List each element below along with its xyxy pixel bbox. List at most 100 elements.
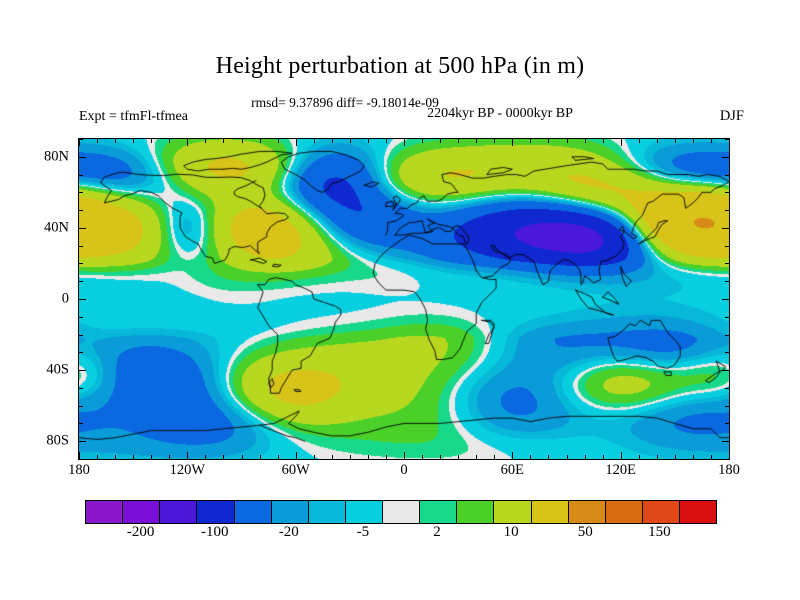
x-tick xyxy=(675,139,676,143)
y-tick xyxy=(79,441,86,442)
map-plot-area xyxy=(78,138,730,460)
x-tick xyxy=(422,455,423,459)
colorbar-tick-label: -5 xyxy=(356,524,370,540)
y-axis-tick-label: 80S xyxy=(46,432,69,449)
colorbar-tick-label: 150 xyxy=(648,524,671,540)
colorbar-segment xyxy=(271,501,309,523)
colorbar-tick-label: -20 xyxy=(278,524,299,540)
y-tick xyxy=(725,459,729,460)
x-tick xyxy=(657,455,658,459)
y-tick xyxy=(725,175,729,176)
experiment-label: Expt = tfmFl-tfmea xyxy=(79,109,188,124)
rmsd-annotation: rmsd= 9.37896 diff= -9.18014e-09 xyxy=(251,95,439,110)
x-tick xyxy=(314,455,315,459)
colorbar-segment xyxy=(86,501,124,523)
colorbar-segment xyxy=(568,501,606,523)
x-tick xyxy=(278,139,279,143)
x-tick xyxy=(296,452,297,459)
colorbar-tick-label: -200 xyxy=(126,524,155,540)
y-tick xyxy=(79,210,83,211)
colorbar-segment xyxy=(680,501,717,523)
x-axis-tick-label: 60E xyxy=(500,462,525,478)
y-tick xyxy=(725,246,729,247)
x-tick xyxy=(242,139,243,143)
season-label: DJF xyxy=(719,108,744,124)
colorbar-segment xyxy=(345,501,383,523)
x-tick xyxy=(603,455,604,459)
x-tick xyxy=(260,455,261,459)
x-tick xyxy=(693,455,694,459)
colorbar-tick-label: 2 xyxy=(433,524,441,540)
colorbar-tick-label: 50 xyxy=(577,524,593,540)
x-tick xyxy=(440,139,441,143)
x-tick xyxy=(422,139,423,143)
x-tick xyxy=(404,452,405,459)
x-tick xyxy=(151,139,152,143)
y-tick xyxy=(79,281,83,282)
x-tick xyxy=(350,455,351,459)
x-tick xyxy=(97,139,98,143)
colorbar-segment xyxy=(383,501,421,523)
colorbar-segment xyxy=(642,501,680,523)
x-tick xyxy=(621,452,622,459)
x-tick xyxy=(97,455,98,459)
x-tick xyxy=(242,455,243,459)
y-tick xyxy=(79,246,83,247)
y-tick xyxy=(79,352,83,353)
y-tick xyxy=(722,370,729,371)
x-tick xyxy=(729,452,730,459)
y-axis-tick-label: 40N xyxy=(44,219,69,236)
colorbar-segment xyxy=(197,501,235,523)
x-tick xyxy=(205,139,206,143)
x-tick xyxy=(260,139,261,143)
contour-map-canvas xyxy=(79,139,729,459)
x-tick xyxy=(530,139,531,143)
period-annotation: 2204kyr BP - 0000kyr BP xyxy=(427,106,573,121)
y-tick xyxy=(79,192,83,193)
page-title: Height perturbation at 500 hPa (in m) xyxy=(215,53,585,79)
x-tick xyxy=(350,139,351,143)
colorbar-segment xyxy=(308,501,346,523)
y-tick xyxy=(722,228,729,229)
x-axis-tick-label: 0 xyxy=(400,462,408,478)
y-tick xyxy=(725,281,729,282)
x-tick xyxy=(187,139,188,146)
x-tick xyxy=(169,139,170,143)
colorbar-segment xyxy=(234,501,272,523)
x-tick xyxy=(693,139,694,143)
x-tick xyxy=(205,455,206,459)
colorbar-tick-label: 10 xyxy=(503,524,519,540)
y-tick xyxy=(79,423,83,424)
x-tick xyxy=(187,452,188,459)
x-tick xyxy=(639,455,640,459)
x-axis-tick-label: 180 xyxy=(718,462,740,478)
y-tick xyxy=(79,157,86,158)
x-tick xyxy=(729,139,730,146)
x-tick xyxy=(386,139,387,143)
x-tick xyxy=(169,455,170,459)
x-tick xyxy=(585,139,586,143)
y-tick xyxy=(722,299,729,300)
x-tick xyxy=(133,139,134,143)
y-tick xyxy=(79,406,83,407)
y-tick xyxy=(725,352,729,353)
colorbar-tick-label: -100 xyxy=(200,524,229,540)
y-tick xyxy=(725,406,729,407)
y-tick xyxy=(79,263,83,264)
x-tick xyxy=(115,139,116,143)
x-tick xyxy=(368,139,369,143)
x-tick xyxy=(314,139,315,143)
x-tick xyxy=(548,455,549,459)
x-tick xyxy=(494,139,495,143)
y-tick xyxy=(79,317,83,318)
x-tick xyxy=(332,139,333,143)
y-tick xyxy=(79,228,86,229)
y-tick xyxy=(79,335,83,336)
x-tick xyxy=(603,139,604,143)
colorbar-segment xyxy=(160,501,198,523)
y-axis-tick-label: 80N xyxy=(44,148,69,165)
x-tick xyxy=(585,455,586,459)
y-tick xyxy=(725,335,729,336)
y-tick xyxy=(725,317,729,318)
